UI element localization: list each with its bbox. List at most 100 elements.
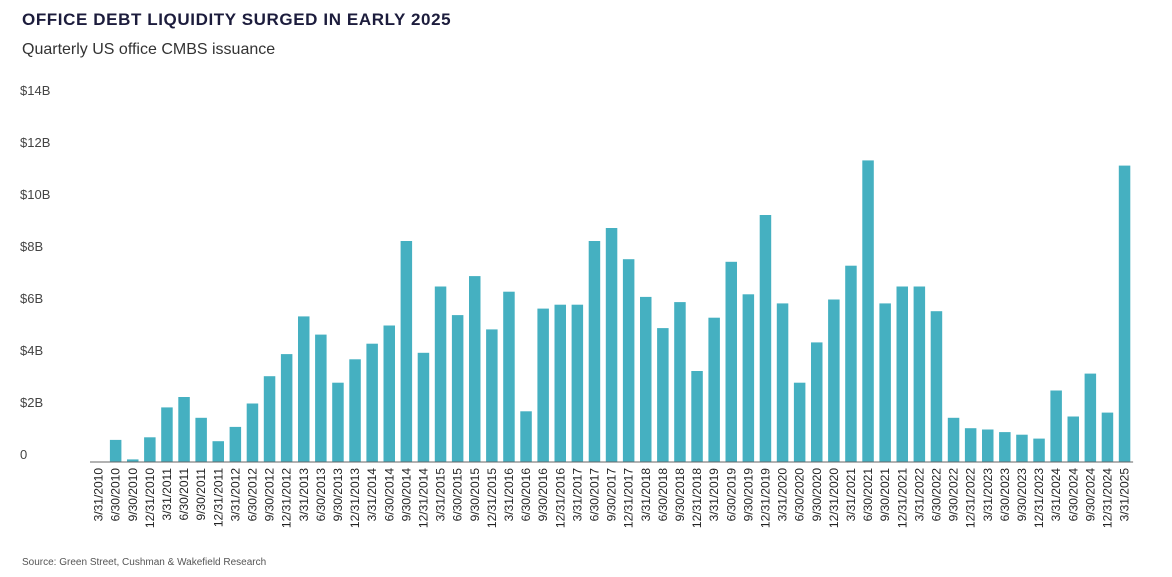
bar bbox=[1033, 438, 1045, 462]
bar bbox=[571, 304, 584, 462]
bar bbox=[964, 428, 977, 462]
y-tick-label: 0 bbox=[20, 447, 27, 462]
bar bbox=[1016, 434, 1028, 462]
bar bbox=[178, 397, 190, 462]
x-tick-label: 9/30/2021 bbox=[878, 468, 892, 522]
x-tick-label: 9/30/2018 bbox=[673, 468, 687, 522]
source-note: Source: Green Street, Cushman & Wakefiel… bbox=[22, 557, 267, 568]
x-tick-label: 6/30/2012 bbox=[245, 468, 259, 522]
x-tick-label: 3/31/2014 bbox=[365, 468, 379, 522]
x-tick-label: 6/30/2018 bbox=[656, 468, 670, 522]
x-tick-label: 12/31/2013 bbox=[348, 468, 362, 528]
bar bbox=[434, 286, 447, 462]
x-tick-label: 6/30/2024 bbox=[1066, 468, 1080, 522]
bar bbox=[691, 371, 703, 462]
bar bbox=[1067, 416, 1079, 462]
x-tick-label: 3/31/2010 bbox=[92, 468, 106, 522]
y-tick-label: $4B bbox=[20, 343, 43, 358]
y-tick-label: $12B bbox=[20, 135, 50, 150]
x-tick-label: 3/31/2015 bbox=[434, 468, 448, 522]
bar bbox=[332, 382, 344, 462]
x-tick-label: 9/30/2020 bbox=[810, 468, 824, 522]
bar bbox=[246, 403, 259, 462]
x-tick-label: 3/31/2011 bbox=[160, 468, 174, 521]
bar bbox=[913, 286, 926, 462]
bar bbox=[229, 426, 242, 462]
bar bbox=[486, 329, 498, 462]
bar bbox=[879, 303, 891, 462]
bar bbox=[537, 308, 549, 462]
y-tick-label: $10B bbox=[20, 187, 50, 202]
bar bbox=[400, 241, 413, 462]
bar bbox=[1101, 412, 1114, 462]
x-tick-label: 12/31/2014 bbox=[416, 468, 430, 528]
x-tick-label: 6/30/2013 bbox=[314, 468, 328, 522]
bar bbox=[674, 302, 686, 462]
x-tick-label: 9/30/2011 bbox=[194, 468, 208, 521]
x-tick-label: 3/31/2025 bbox=[1118, 468, 1132, 522]
bar bbox=[520, 411, 532, 462]
x-tick-label: 12/31/2024 bbox=[1100, 468, 1114, 528]
bar bbox=[349, 359, 361, 462]
x-tick-label: 6/30/2010 bbox=[109, 468, 123, 522]
x-tick-label: 3/31/2017 bbox=[570, 468, 584, 522]
bar bbox=[1118, 165, 1131, 462]
x-tick-label: 6/30/2016 bbox=[519, 468, 533, 522]
bar bbox=[417, 352, 430, 462]
x-tick-label: 6/30/2022 bbox=[929, 468, 943, 522]
bar bbox=[725, 261, 737, 462]
bar bbox=[776, 303, 789, 462]
y-axis-ticks: 0 $2B $4B $6B $8B $10B $12B $14B bbox=[20, 83, 50, 462]
bar bbox=[622, 259, 635, 462]
bar bbox=[793, 382, 806, 462]
bar bbox=[759, 215, 772, 462]
x-tick-label: 3/31/2016 bbox=[502, 468, 516, 522]
bar bbox=[982, 429, 994, 462]
bar bbox=[640, 296, 652, 462]
bar bbox=[383, 325, 395, 462]
bar bbox=[999, 432, 1011, 462]
bar bbox=[451, 315, 464, 462]
bar bbox=[366, 343, 378, 462]
x-tick-label: 3/31/2020 bbox=[776, 468, 790, 522]
bar bbox=[195, 417, 207, 462]
x-tick-label: 3/31/2022 bbox=[912, 468, 926, 522]
x-tick-label: 3/31/2018 bbox=[639, 468, 653, 522]
x-tick-label: 3/31/2019 bbox=[707, 468, 721, 522]
x-tick-label: 12/31/2020 bbox=[827, 468, 841, 528]
bar bbox=[1084, 373, 1097, 462]
x-tick-label: 6/30/2017 bbox=[587, 468, 601, 522]
x-tick-label: 9/30/2010 bbox=[126, 468, 140, 522]
x-tick-label: 12/31/2022 bbox=[964, 468, 978, 528]
bar bbox=[161, 407, 173, 462]
bar bbox=[657, 328, 669, 462]
x-tick-label: 9/30/2014 bbox=[399, 468, 413, 522]
bar bbox=[315, 334, 327, 462]
chart-subtitle: Quarterly US office CMBS issuance bbox=[22, 41, 276, 58]
x-tick-label: 9/30/2015 bbox=[468, 468, 482, 522]
x-tick-label: 6/30/2011 bbox=[177, 468, 191, 521]
bar bbox=[930, 311, 943, 462]
bar bbox=[469, 276, 481, 462]
bar bbox=[109, 439, 122, 462]
x-tick-label: 6/30/2019 bbox=[724, 468, 738, 522]
bar bbox=[280, 354, 293, 462]
bar bbox=[947, 417, 960, 462]
bar bbox=[828, 299, 840, 462]
x-tick-label: 3/31/2021 bbox=[844, 468, 858, 522]
x-tick-label: 6/30/2015 bbox=[451, 468, 465, 522]
x-tick-label: 9/30/2017 bbox=[605, 468, 619, 522]
bar bbox=[263, 376, 276, 462]
x-tick-label: 12/31/2021 bbox=[895, 468, 909, 528]
y-tick-label: $6B bbox=[20, 291, 43, 306]
bar bbox=[503, 291, 515, 462]
y-tick-label: $8B bbox=[20, 239, 43, 254]
x-tick-label: 3/31/2012 bbox=[228, 468, 242, 522]
bars bbox=[109, 160, 1131, 462]
x-tick-label: 12/31/2010 bbox=[143, 468, 157, 528]
x-tick-label: 12/31/2015 bbox=[485, 468, 499, 528]
bar bbox=[862, 160, 874, 462]
bar bbox=[896, 286, 908, 462]
x-tick-label: 3/31/2013 bbox=[297, 468, 311, 522]
x-tick-label: 9/30/2019 bbox=[741, 468, 755, 522]
